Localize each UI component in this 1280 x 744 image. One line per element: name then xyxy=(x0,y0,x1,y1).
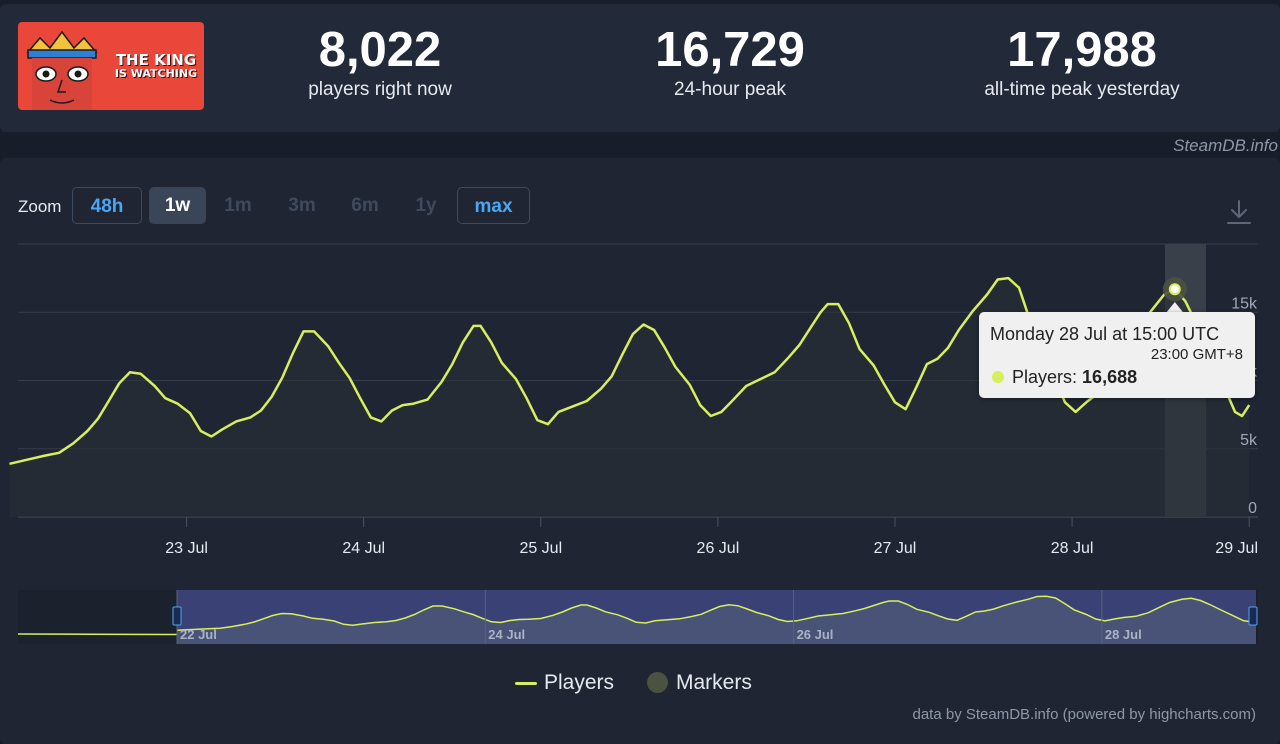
legend-players-swatch[interactable] xyxy=(515,682,537,685)
navigator-handle-right[interactable] xyxy=(1248,606,1258,626)
zoom-1m-button[interactable]: 1m xyxy=(224,195,252,216)
hover-point-dot xyxy=(1168,283,1181,296)
zoom-1y-button[interactable]: 1y xyxy=(415,195,437,216)
x-tick-label: 29 Jul xyxy=(1215,540,1258,557)
navigator-label: 22 Jul xyxy=(180,627,217,642)
tooltip-series-name: Players: xyxy=(1012,367,1078,387)
x-tick-label: 26 Jul xyxy=(697,540,740,557)
zoom-48h-button[interactable]: 48h xyxy=(72,187,142,224)
zoom-6m-button[interactable]: 6m xyxy=(351,195,379,216)
stat-value: 8,022 xyxy=(318,23,442,77)
x-tick-label: 25 Jul xyxy=(519,540,562,557)
x-tick-label: 28 Jul xyxy=(1051,540,1094,557)
tooltip-subtitle: 23:00 GMT+8 xyxy=(1150,346,1243,363)
game-logo[interactable]: THE KING IS WATCHING xyxy=(18,22,204,110)
steamdb-credit[interactable]: SteamDB.info xyxy=(1173,136,1278,155)
y-tick-label: 15k xyxy=(1231,295,1258,312)
zoom-label: Zoom xyxy=(18,197,62,216)
legend-markers[interactable]: Markers xyxy=(676,671,752,694)
y-tick-label: 5k xyxy=(1240,432,1258,449)
legend-markers-swatch[interactable] xyxy=(647,672,668,693)
stat-label: 24-hour peak xyxy=(674,79,786,100)
logo-title-line2: IS WATCHING xyxy=(114,67,198,80)
king-face-illustration xyxy=(26,30,98,110)
stat-label: all-time peak yesterday xyxy=(984,79,1180,100)
navigator[interactable]: 22 Jul 24 Jul 26 Jul 28 Jul xyxy=(17,590,1258,644)
zoom-1w-button[interactable]: 1w xyxy=(149,187,206,224)
download-icon[interactable] xyxy=(1226,198,1252,226)
highcharts-credit[interactable]: data by SteamDB.info (powered by highcha… xyxy=(912,706,1257,723)
zoom-3m-button[interactable]: 3m xyxy=(288,195,316,216)
tooltip-value: 16,688 xyxy=(1082,367,1138,387)
x-axis-ticks: 23 Jul 24 Jul 25 Jul 26 Jul 27 Jul 28 Jul 29 J… xyxy=(165,517,1258,557)
navigator-label: 24 Jul xyxy=(488,627,525,642)
y-tick-label: 0 xyxy=(1248,500,1257,517)
navigator-series-line xyxy=(17,633,178,636)
zoom-max-button[interactable]: max xyxy=(457,187,530,224)
tooltip-title: Monday 28 Jul at 15:00 UTC xyxy=(990,324,1220,344)
tooltip-series: Players: 16,688 xyxy=(1012,367,1137,388)
chart-tooltip: Monday 28 Jul at 15:00 UTC 23:00 GMT+8 P… xyxy=(979,312,1255,398)
navigator-label: 28 Jul xyxy=(1105,627,1142,642)
legend-players[interactable]: Players xyxy=(544,671,615,694)
navigator-series-line xyxy=(176,595,1257,632)
stat-label: players right now xyxy=(308,79,452,100)
stats-bar xyxy=(0,4,1280,132)
tooltip-series-dot xyxy=(992,371,1004,383)
logo-title: THE KING IS WATCHING xyxy=(114,51,198,81)
tooltip-pointer xyxy=(1166,302,1183,312)
stat-24h-peak: 16,729 24-hour peak xyxy=(630,22,830,102)
x-tick-label: 27 Jul xyxy=(874,540,917,557)
navigator-handle-left[interactable] xyxy=(172,606,182,626)
x-tick-label: 24 Jul xyxy=(342,540,385,557)
stat-all-time-peak: 17,988 all-time peak yesterday xyxy=(962,22,1202,102)
stat-value: 16,729 xyxy=(655,23,805,77)
hover-point xyxy=(1162,277,1187,312)
x-tick-label: 23 Jul xyxy=(165,540,208,557)
logo-title-line1: THE KING xyxy=(115,51,197,69)
navigator-label: 26 Jul xyxy=(797,627,834,642)
navigator-series-area xyxy=(177,596,1256,644)
stat-players-now: 8,022 players right now xyxy=(280,22,480,102)
stat-value: 17,988 xyxy=(1007,23,1157,77)
